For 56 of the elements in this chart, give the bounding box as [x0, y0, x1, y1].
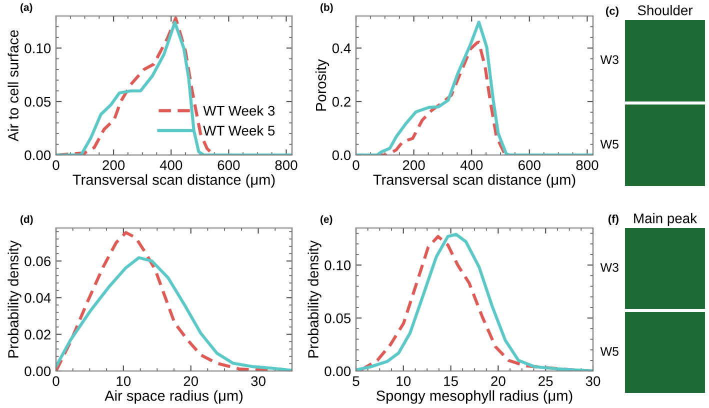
x-tick-label: 20: [491, 376, 506, 386]
x-tick-label: 15: [444, 376, 458, 386]
y-axis-title: Porosity: [315, 59, 330, 111]
x-tick-label: 5: [352, 376, 360, 386]
y-axis-title: Probability density: [308, 240, 322, 358]
x-tick-label: 200: [102, 160, 125, 170]
y-tick-label: 0.0: [332, 150, 351, 160]
x-tick-label: 800: [576, 160, 598, 170]
y-tick-label: 0.00: [24, 150, 51, 160]
x-tick-label: 0: [52, 160, 60, 170]
text: (b): [320, 3, 333, 13]
y-tick-label: 0.04: [24, 293, 51, 303]
text: Shoulder: [638, 5, 693, 16]
text: W3: [600, 263, 618, 272]
x-axis-title: Air space radius (μm): [104, 390, 243, 404]
x-tick-label: 800: [275, 160, 298, 170]
text: Main peak: [634, 213, 698, 226]
x-tick-label: 10: [396, 376, 411, 386]
x-tick-label: 30: [586, 376, 600, 386]
y-axis-title: Probability density: [8, 240, 22, 358]
y-tick-label: 0.05: [324, 313, 351, 324]
x-tick-label: 0: [352, 160, 360, 170]
y-tick-label: 0.10: [24, 43, 51, 54]
text: W5: [600, 140, 618, 149]
text: (e): [320, 215, 332, 225]
text: (d): [20, 215, 33, 225]
x-tick-label: 30: [251, 376, 266, 386]
y-tick-label: 0.05: [24, 96, 51, 107]
text: (f): [608, 214, 618, 225]
text: W3: [600, 55, 618, 64]
x-axis-title: Spongy mesophyll radius (μm): [376, 390, 572, 404]
x-tick-label: 200: [402, 160, 425, 170]
y-tick-label: 0.10: [324, 260, 351, 270]
x-tick-label: 0: [52, 376, 60, 386]
text: W5: [600, 347, 618, 356]
y-tick-label: 0.06: [24, 256, 51, 266]
y-tick-label: 0.4: [332, 43, 351, 54]
line-series: [56, 231, 277, 371]
x-axis-title: Transversal scan distance (μm): [373, 174, 576, 188]
x-tick-label: 20: [184, 376, 198, 386]
x-tick-label: 400: [160, 160, 182, 170]
x-tick-label: 400: [460, 160, 483, 170]
x-tick-label: 25: [538, 376, 553, 386]
y-tick-label: 0.2: [332, 96, 350, 107]
y-tick-label: 0.02: [24, 330, 50, 340]
legend-label: WT Week 3: [203, 105, 275, 116]
text: (c): [606, 6, 618, 17]
y-axis-title: Air to cell surface: [8, 30, 18, 142]
x-tick-label: 600: [518, 160, 540, 170]
y-tick-label: 0.00: [24, 366, 51, 376]
x-tick-label: 10: [116, 376, 131, 386]
text: (a): [20, 3, 32, 13]
legend-label: WT Week 5: [203, 125, 275, 136]
x-axis-title: Transversal scan distance (μm): [72, 174, 275, 188]
y-tick-label: 0.00: [324, 366, 351, 376]
x-tick-label: 600: [218, 160, 240, 170]
